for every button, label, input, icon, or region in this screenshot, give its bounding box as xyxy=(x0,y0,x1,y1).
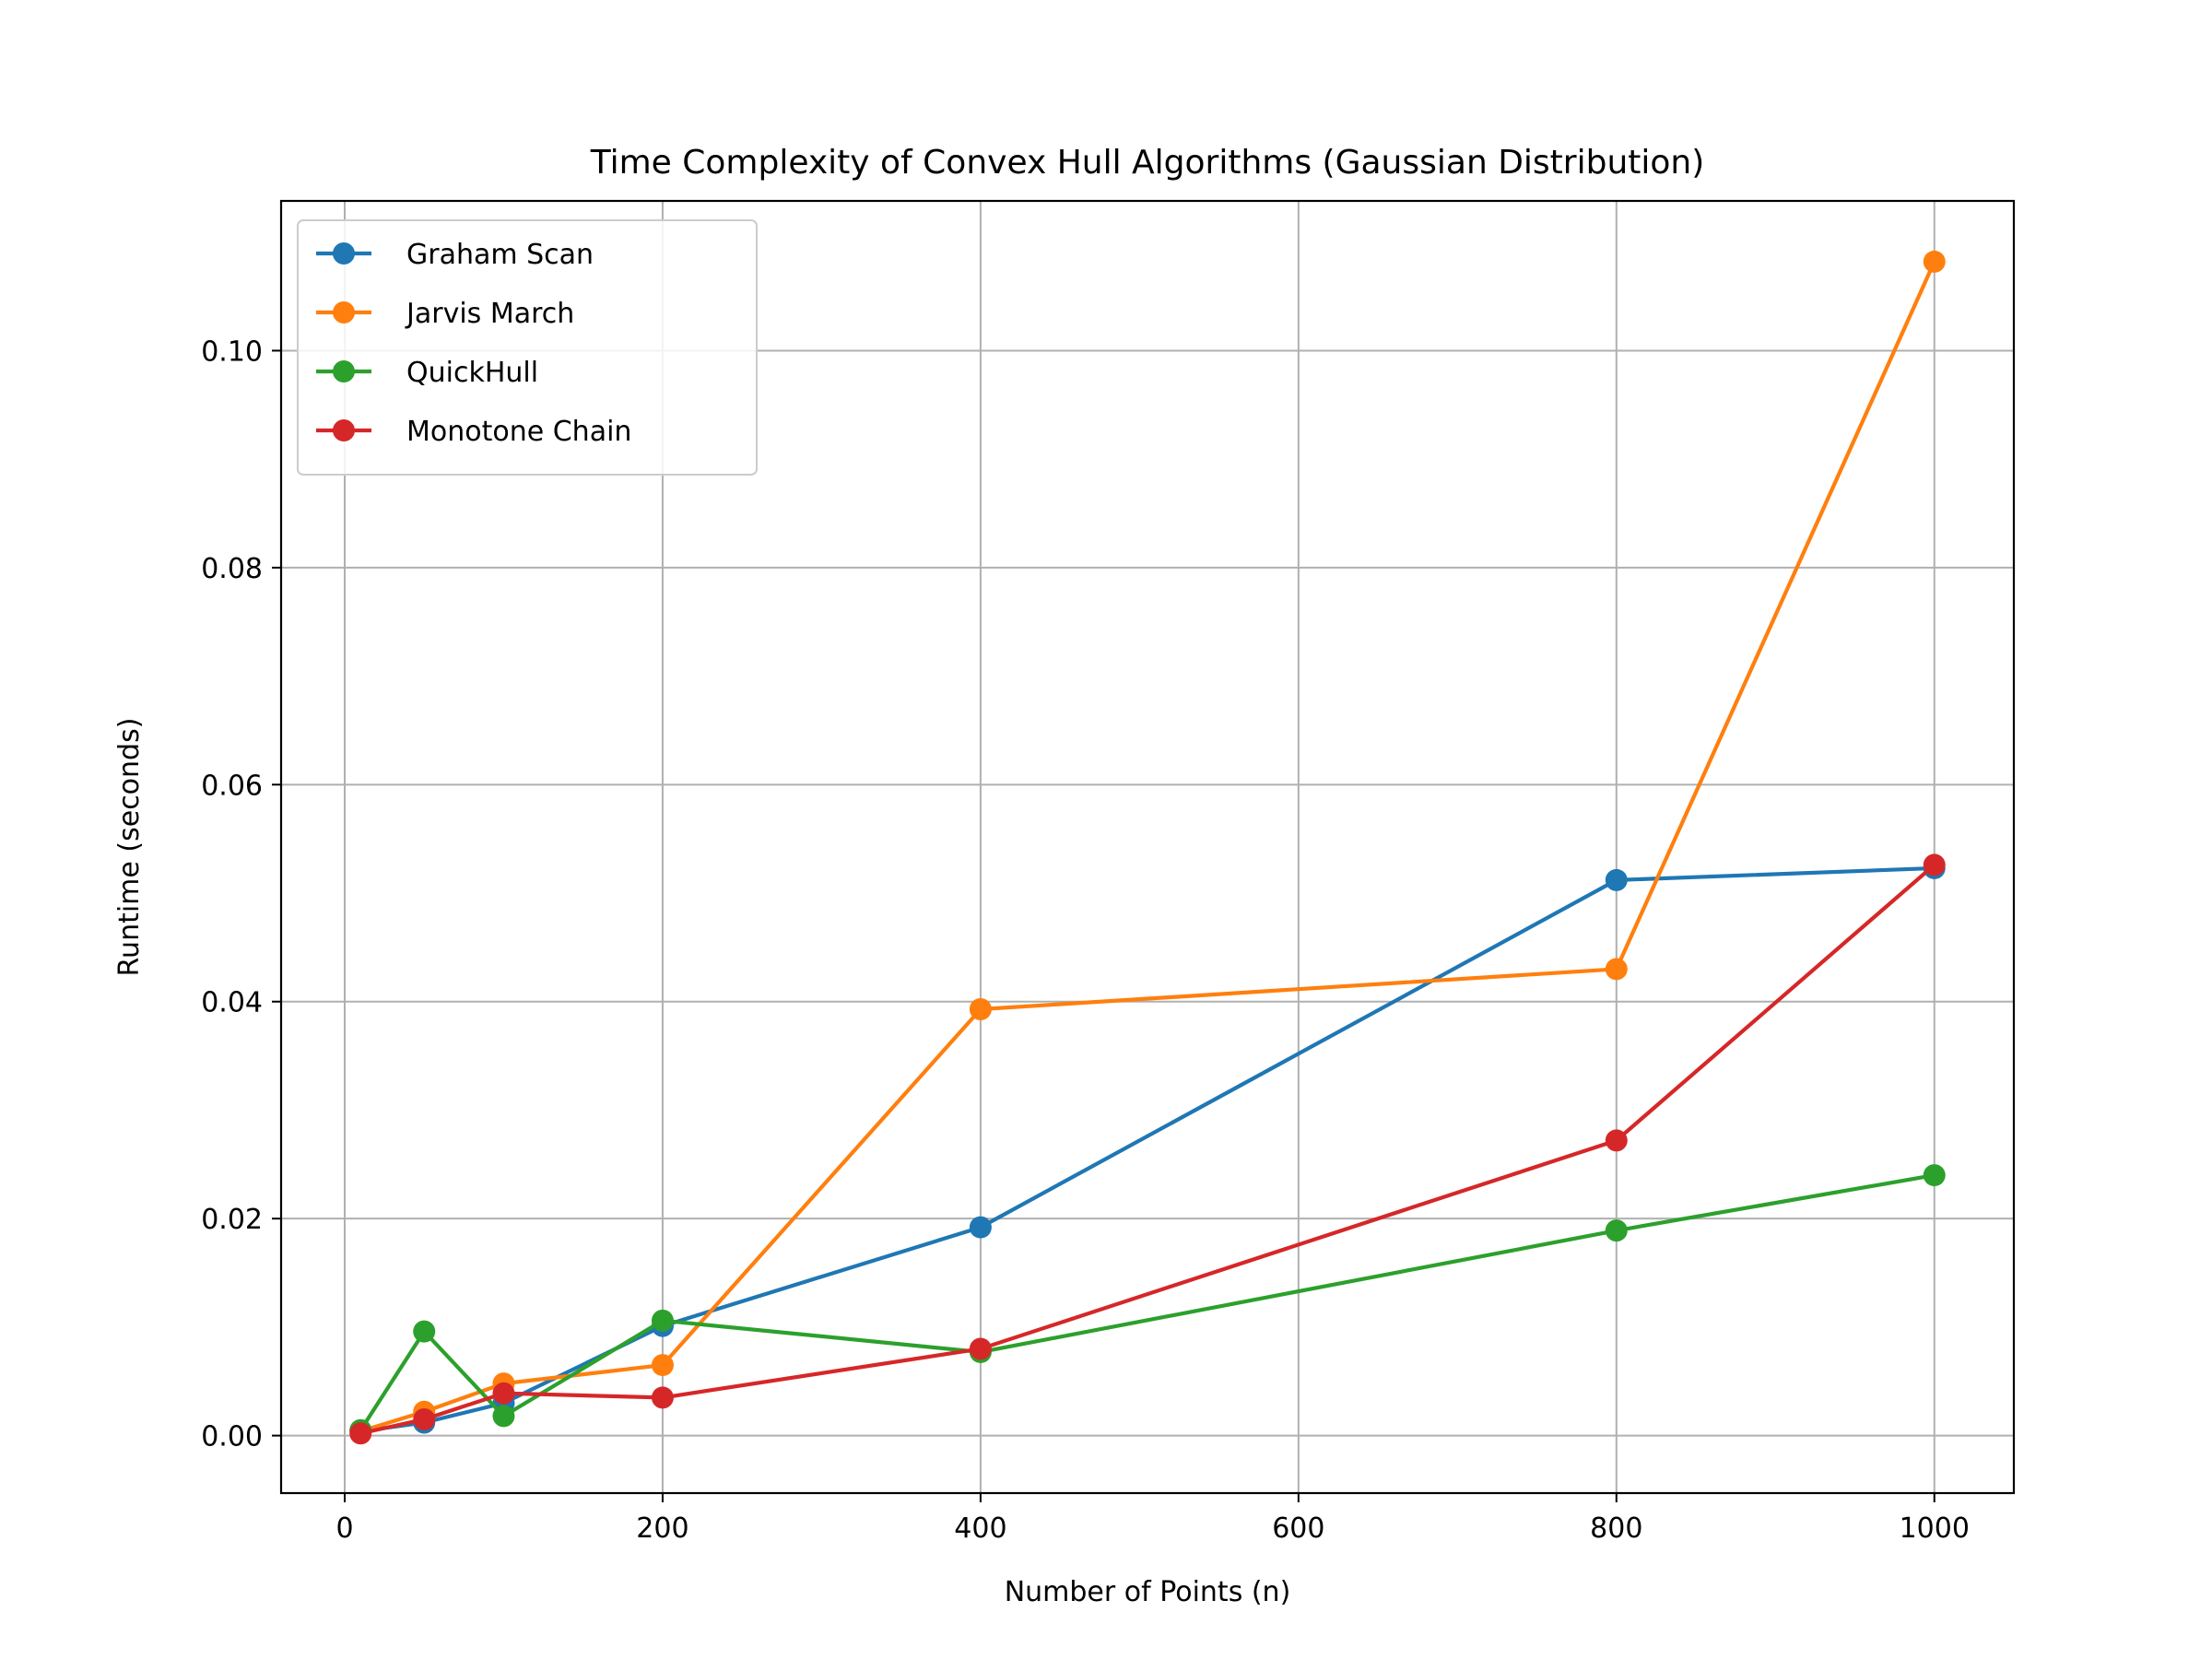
legend-label-jarvis-march: Jarvis March xyxy=(405,298,574,330)
legend-marker-monotone-chain xyxy=(333,419,355,441)
data-point-quickhull xyxy=(492,1405,515,1428)
legend-label-quickhull: QuickHull xyxy=(406,357,538,389)
x-tick-label: 600 xyxy=(1272,1512,1324,1545)
chart-title: Time Complexity of Convex Hull Algorithm… xyxy=(590,144,1705,182)
data-point-jarvis-march xyxy=(1605,958,1628,981)
y-tick-label: 0.00 xyxy=(201,1421,263,1453)
series-group xyxy=(349,250,1946,1445)
series-monotone-chain xyxy=(349,853,1946,1445)
y-tick-label: 0.08 xyxy=(201,553,263,585)
y-axis: 0.00 0.02 0.04 0.06 0.08 0.10 xyxy=(201,335,281,1453)
data-point-monotone-chain xyxy=(651,1386,674,1409)
legend-label-monotone-chain: Monotone Chain xyxy=(406,416,631,448)
data-point-monotone-chain xyxy=(969,1337,992,1360)
data-point-monotone-chain xyxy=(1923,853,1946,877)
legend-box xyxy=(297,219,758,476)
data-point-graham-scan xyxy=(1605,868,1628,891)
y-axis-label: Runtime (seconds) xyxy=(113,718,146,977)
data-point-jarvis-march xyxy=(969,997,992,1020)
data-point-quickhull xyxy=(651,1309,674,1332)
data-point-monotone-chain xyxy=(413,1407,436,1430)
data-point-monotone-chain xyxy=(492,1382,515,1405)
legend-marker-quickhull xyxy=(333,360,355,382)
x-tick-label: 200 xyxy=(636,1512,688,1545)
data-point-graham-scan xyxy=(969,1216,992,1239)
y-tick-label: 0.10 xyxy=(201,335,263,368)
legend-marker-jarvis-march xyxy=(333,301,355,324)
data-point-jarvis-march xyxy=(1923,250,1946,273)
x-tick-label: 800 xyxy=(1590,1512,1642,1545)
legend-label-graham-scan: Graham Scan xyxy=(406,239,594,271)
x-axis: 0 200 400 600 800 1000 xyxy=(335,1493,1970,1545)
x-tick-label: 400 xyxy=(954,1512,1006,1545)
data-point-monotone-chain xyxy=(349,1422,372,1445)
y-tick-label: 0.06 xyxy=(201,770,263,802)
x-tick-label: 1000 xyxy=(1900,1512,1970,1545)
y-tick-label: 0.02 xyxy=(201,1204,263,1236)
legend-marker-graham-scan xyxy=(333,242,355,265)
data-point-quickhull xyxy=(413,1320,436,1343)
data-point-quickhull xyxy=(1923,1164,1946,1187)
grid xyxy=(281,201,2014,1493)
plot-area-frame xyxy=(279,199,2016,1495)
data-point-monotone-chain xyxy=(1605,1129,1628,1152)
legend: Graham Scan Jarvis March QuickHull Monotone… xyxy=(297,219,758,476)
x-axis-label: Number of Points (n) xyxy=(1005,1576,1291,1608)
data-point-jarvis-march xyxy=(651,1354,674,1377)
x-tick-label: 0 xyxy=(335,1512,353,1545)
y-tick-label: 0.04 xyxy=(201,987,263,1019)
data-point-quickhull xyxy=(1605,1219,1628,1242)
